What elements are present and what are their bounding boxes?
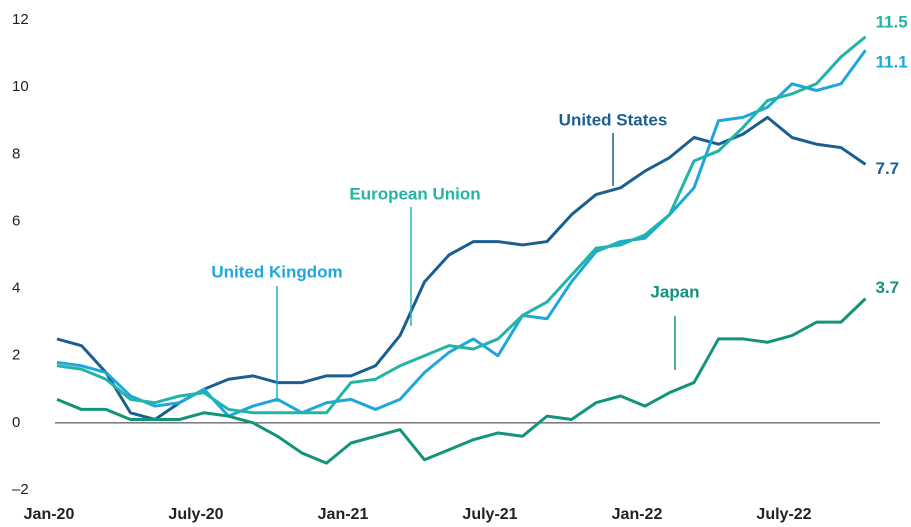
end-value-label: 7.7 bbox=[876, 159, 900, 178]
end-value-label: 11.5 bbox=[876, 12, 908, 31]
series-line bbox=[56, 297, 867, 465]
series-line bbox=[56, 35, 867, 415]
x-tick-label: Jan-21 bbox=[318, 506, 369, 523]
end-value-label: 3.7 bbox=[876, 278, 900, 297]
y-tick-label: 10 bbox=[12, 78, 29, 95]
y-tick-label: 2 bbox=[12, 347, 20, 364]
x-tick-label: July-22 bbox=[756, 506, 811, 523]
x-tick-label: Jan-22 bbox=[612, 506, 663, 523]
series-line bbox=[56, 49, 867, 418]
series-label: United States bbox=[559, 110, 668, 129]
x-tick-label: July-20 bbox=[168, 506, 223, 523]
y-tick-label: 0 bbox=[12, 414, 20, 431]
y-tick-label: 12 bbox=[12, 11, 29, 28]
y-tick-label: –2 bbox=[12, 481, 29, 498]
x-tick-label: Jan-20 bbox=[24, 506, 75, 523]
series-label: European Union bbox=[349, 184, 480, 203]
end-value-label: 11.1 bbox=[876, 53, 908, 72]
y-tick-label: 4 bbox=[12, 280, 20, 297]
series-line bbox=[56, 115, 867, 421]
y-tick-label: 6 bbox=[12, 212, 20, 229]
series-label: Japan bbox=[650, 282, 699, 301]
series-label: United Kingdom bbox=[211, 262, 342, 281]
y-tick-label: 8 bbox=[12, 145, 20, 162]
x-tick-label: July-21 bbox=[462, 506, 517, 523]
